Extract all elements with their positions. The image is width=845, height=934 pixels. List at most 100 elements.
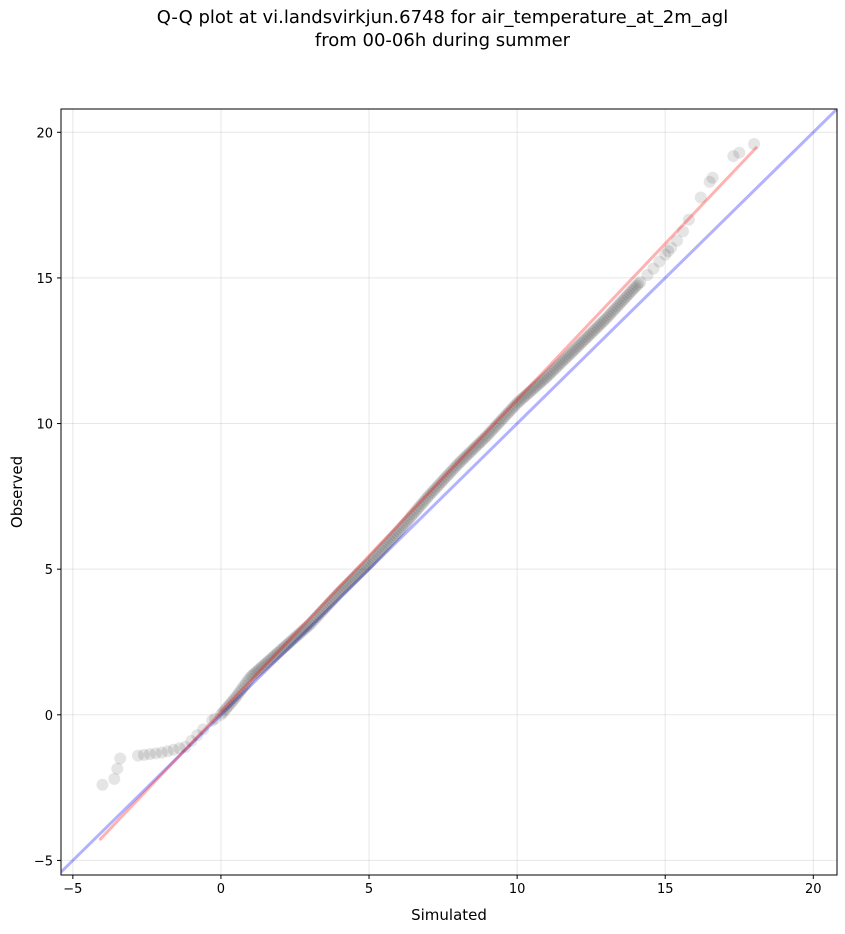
- data-point: [706, 171, 719, 184]
- data-point: [486, 423, 499, 436]
- data-point: [344, 575, 357, 588]
- data-point: [444, 466, 457, 479]
- data-point: [609, 302, 622, 315]
- data-point: [259, 657, 272, 670]
- data-point: [316, 605, 329, 618]
- data-point: [229, 692, 242, 705]
- data-point: [490, 419, 503, 432]
- data-point: [602, 310, 615, 323]
- data-point: [191, 729, 204, 742]
- data-point: [524, 385, 537, 398]
- data-point: [595, 317, 608, 330]
- data-point: [291, 629, 304, 642]
- data-point: [406, 508, 419, 521]
- data-point: [467, 443, 480, 456]
- x-tick-label: 15: [657, 882, 674, 897]
- y-tick-label: 0: [45, 709, 53, 724]
- data-point: [397, 519, 410, 532]
- data-point: [477, 432, 490, 445]
- data-point: [216, 706, 229, 719]
- data-point: [492, 417, 505, 430]
- y-tick-label: 15: [36, 272, 53, 287]
- data-point: [561, 350, 574, 363]
- data-point: [566, 345, 579, 358]
- data-point: [394, 523, 407, 536]
- data-point: [262, 654, 275, 667]
- data-point: [355, 564, 368, 577]
- data-point: [227, 694, 240, 707]
- data-point: [396, 521, 409, 534]
- data-point: [659, 248, 672, 261]
- data-point: [428, 483, 441, 496]
- data-point: [479, 430, 492, 443]
- data-point: [367, 552, 380, 565]
- data-point: [238, 679, 251, 692]
- data-point: [296, 624, 309, 637]
- data-point: [294, 626, 307, 639]
- data-point: [634, 276, 647, 289]
- data-point: [533, 377, 546, 390]
- data-point: [579, 333, 592, 346]
- data-point: [282, 637, 295, 650]
- data-point: [472, 437, 485, 450]
- data-point: [357, 563, 370, 576]
- data-point: [520, 388, 533, 401]
- data-point: [529, 380, 542, 393]
- data-point: [342, 577, 355, 590]
- data-point: [438, 472, 451, 485]
- data-point: [495, 413, 508, 426]
- data-point: [618, 292, 631, 305]
- data-point: [266, 651, 279, 664]
- data-point: [289, 631, 302, 644]
- data-point: [557, 354, 570, 367]
- data-point: [665, 241, 678, 254]
- data-point: [611, 300, 624, 313]
- data-point: [527, 382, 540, 395]
- data-point: [476, 434, 489, 447]
- data-point: [422, 489, 435, 502]
- data-point: [271, 646, 284, 659]
- data-point: [629, 281, 642, 294]
- data-point: [474, 436, 487, 449]
- data-point: [341, 578, 354, 591]
- data-point: [458, 451, 471, 464]
- data-point: [239, 677, 252, 690]
- data-point: [234, 684, 247, 697]
- y-tick-label: 10: [36, 418, 53, 433]
- data-point: [556, 355, 569, 368]
- data-point: [197, 723, 210, 736]
- data-point: [310, 610, 323, 623]
- data-point: [380, 538, 393, 551]
- data-point: [565, 347, 578, 360]
- data-point: [358, 561, 371, 574]
- data-point: [270, 648, 283, 661]
- data-point: [351, 568, 364, 581]
- x-tick-label: −5: [63, 882, 82, 897]
- data-point: [440, 470, 453, 483]
- data-point: [501, 408, 514, 421]
- data-point: [481, 429, 494, 442]
- data-point: [307, 614, 320, 627]
- y-tick-label: 5: [45, 563, 53, 578]
- y-axis-label: Observed: [8, 456, 26, 528]
- axis-ticks: −5 0 5 10 15 20 −5 0 5 10 15 20: [34, 126, 822, 897]
- data-point: [616, 294, 629, 307]
- data-point: [360, 559, 373, 572]
- data-point: [456, 453, 469, 466]
- data-point: [604, 308, 617, 321]
- data-point: [96, 778, 109, 791]
- data-point: [264, 653, 277, 666]
- data-point: [419, 493, 432, 506]
- data-point: [620, 290, 633, 303]
- data-point: [627, 283, 640, 296]
- data-point: [488, 421, 501, 434]
- data-point: [538, 373, 551, 386]
- data-point: [223, 698, 236, 711]
- data-marks: [61, 109, 837, 874]
- data-point: [506, 402, 519, 415]
- data-point: [694, 191, 707, 204]
- data-point: [369, 550, 382, 563]
- data-point: [353, 566, 366, 579]
- data-point: [442, 468, 455, 481]
